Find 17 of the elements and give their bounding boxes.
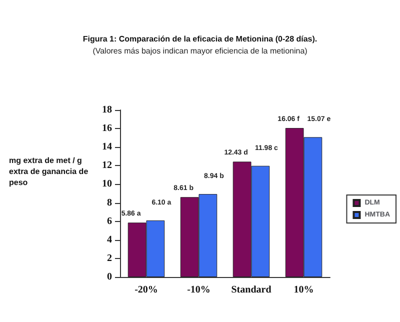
y-tick-label: 10 xyxy=(102,178,112,190)
y-tick-label: 0 xyxy=(107,272,112,282)
y-tick-label: 8 xyxy=(107,197,112,208)
chart-title: Figura 1: Comparación de la eficacia de Metionina (0-28 días). xyxy=(82,34,318,44)
x-tick-label: -20% xyxy=(134,284,158,296)
x-tick-label: -10% xyxy=(187,284,210,296)
y-tick-label: 4 xyxy=(107,234,112,246)
y-tick-label: 6 xyxy=(107,216,112,227)
x-tick-label: 10% xyxy=(294,284,314,296)
y-tick-label: 12 xyxy=(102,160,112,172)
y-tick-label: 2 xyxy=(107,252,112,264)
y-axis-title: mg extra de met / g extra de ganancia de peso xyxy=(9,156,90,187)
chart-subtitle: (Valores más bajos indican mayor eficiencia de la metionina) xyxy=(92,46,308,56)
y-tick-label: 16 xyxy=(102,123,112,134)
y-tick-label: 18 xyxy=(102,104,112,116)
y-tick-label: 14 xyxy=(102,142,112,153)
x-tick-label: Standard xyxy=(231,284,272,296)
